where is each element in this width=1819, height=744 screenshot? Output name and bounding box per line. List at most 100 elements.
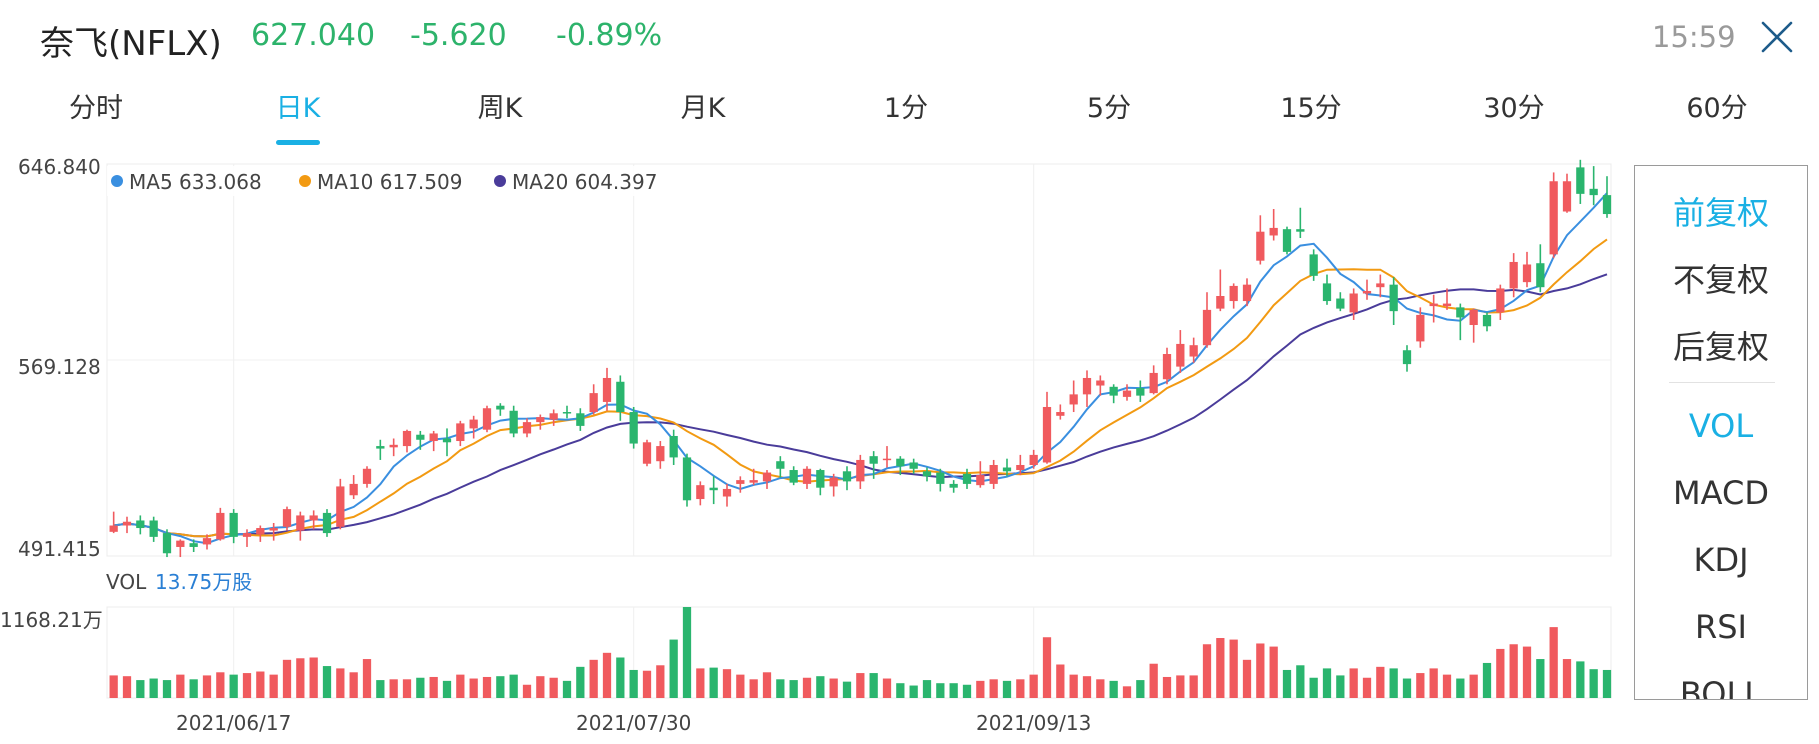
volume-bar <box>642 670 652 698</box>
volume-bar <box>829 678 838 698</box>
tab-60min[interactable]: 60分 <box>1686 93 1748 124</box>
volume-bar <box>936 683 945 698</box>
candle-body <box>1069 394 1078 405</box>
volume-bar <box>282 659 292 698</box>
candle-body <box>1322 283 1332 302</box>
candle-body <box>522 422 532 434</box>
indicator-macd[interactable]: MACD <box>1673 474 1769 512</box>
volume-bar <box>309 657 318 698</box>
candle-body <box>642 442 652 464</box>
volume-bar <box>1242 659 1252 698</box>
volume-bar <box>296 658 305 698</box>
candle-body <box>349 483 358 496</box>
candle-body <box>616 381 625 413</box>
volume-bar <box>1336 675 1345 698</box>
volume-value: 13.75万股 <box>155 570 252 594</box>
tab-30min[interactable]: 30分 <box>1483 93 1545 124</box>
legend-label: MA5 633.068 <box>129 170 262 194</box>
candle-body <box>1309 254 1318 276</box>
candle-body <box>589 393 598 413</box>
y-tick-label: 491.415 <box>18 537 101 561</box>
candle-body <box>456 423 465 442</box>
volume-bar <box>442 680 452 698</box>
volume-bar <box>896 683 905 698</box>
candle-body <box>109 525 118 532</box>
candle-body <box>1162 354 1172 380</box>
candle-body <box>176 540 185 547</box>
candle-body <box>1482 314 1492 327</box>
candle-body <box>1122 390 1132 397</box>
volume-bar <box>1576 661 1585 698</box>
tab-monthly-k[interactable]: 月K <box>680 93 726 124</box>
volume-bar <box>682 607 692 698</box>
volume-bar <box>1122 686 1132 698</box>
adjust-backward[interactable]: 后复权 <box>1672 328 1769 366</box>
tab-weekly-k[interactable]: 周K <box>477 93 523 124</box>
volume-bar <box>1189 675 1198 698</box>
volume-bar <box>1002 680 1012 698</box>
close-icon[interactable] <box>1758 18 1796 56</box>
volume-bar <box>1309 677 1318 698</box>
quote-header: 奈飞(NFLX) 627.040 -5.620 -0.89% 15:59 <box>0 0 1819 78</box>
candle-body <box>682 457 692 501</box>
candle-body <box>856 459 865 482</box>
volume-bar <box>1202 644 1212 698</box>
volume-bar <box>1562 659 1572 698</box>
indicator-kdj[interactable]: KDJ <box>1693 541 1749 579</box>
volume-bar <box>989 679 998 698</box>
candle-body <box>1296 229 1305 232</box>
candle-body <box>749 480 758 483</box>
tab-daily-k[interactable]: 日K <box>238 86 358 145</box>
adjust-forward[interactable]: 前复权 <box>1672 194 1769 232</box>
volume-bar <box>109 675 118 698</box>
volume-bar <box>909 685 918 698</box>
volume-bar <box>1509 644 1518 698</box>
volume-bar <box>1362 677 1372 698</box>
adjust-none[interactable]: 不复权 <box>1672 261 1769 299</box>
candle-body <box>762 472 772 482</box>
kline-chart[interactable]: 2021/06/17 2021/07/30 2021/09/13 646.840 569… <box>0 150 1819 744</box>
tab-intraday[interactable]: 分时 <box>69 93 123 124</box>
candle-body <box>789 470 798 483</box>
candle-body <box>429 433 438 442</box>
candle-body <box>1082 377 1092 395</box>
candle-body <box>949 483 958 488</box>
candle-body <box>202 538 212 545</box>
volume-bar <box>122 676 132 698</box>
volume-bar <box>162 680 172 698</box>
tab-15min[interactable]: 15分 <box>1280 93 1342 124</box>
volume-bar <box>589 659 598 698</box>
candle-body <box>1136 388 1145 396</box>
indicator-rsi[interactable]: RSI <box>1695 608 1747 646</box>
candle-body <box>1416 314 1425 342</box>
volume-bar <box>1469 674 1478 698</box>
candle-body <box>802 468 812 484</box>
candle-body <box>1536 263 1545 288</box>
candle-body <box>362 468 372 484</box>
volume-bar <box>816 676 825 698</box>
candle-body <box>829 477 838 487</box>
candle-body <box>629 412 638 444</box>
indicator-vol[interactable]: VOL <box>1688 407 1754 445</box>
legend-label: MA10 617.509 <box>317 170 462 194</box>
tab-1min[interactable]: 1分 <box>883 93 929 124</box>
candle-body <box>536 417 545 423</box>
candle-body <box>1216 296 1225 309</box>
candle-body <box>1362 290 1372 294</box>
candle-body <box>1029 454 1038 465</box>
volume-bar <box>429 676 438 698</box>
candle-body <box>282 509 292 527</box>
candle-body <box>656 446 665 462</box>
candle-body <box>1282 229 1292 252</box>
volume-bar <box>269 674 278 698</box>
tab-5min[interactable]: 5分 <box>1086 93 1132 124</box>
volume-bar <box>976 680 985 698</box>
volume-bar <box>1496 648 1505 698</box>
candle-body <box>1469 309 1478 326</box>
price-change: -5.620 <box>410 18 507 53</box>
volume-bar <box>176 674 185 698</box>
period-tabs: 分时 日K 周K 月K 1分 5分 15分 30分 60分 <box>0 78 1819 148</box>
indicator-boll[interactable]: BOLL <box>1679 675 1763 700</box>
candle-body <box>1549 181 1558 255</box>
volume-bar <box>1429 668 1438 698</box>
